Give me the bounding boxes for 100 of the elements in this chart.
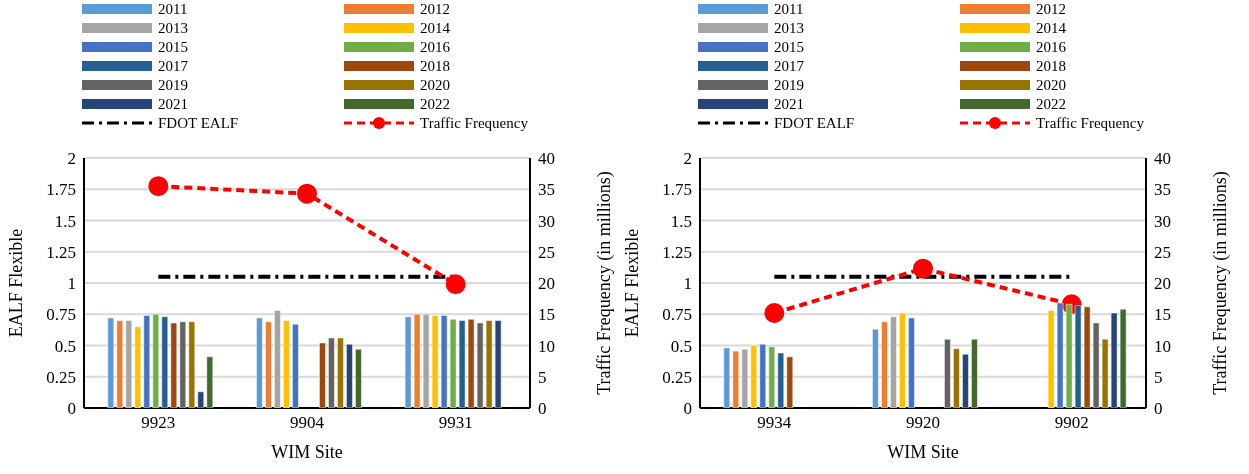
bar	[786, 356, 794, 408]
point	[148, 176, 169, 197]
bar	[971, 339, 978, 408]
y2-tick-label: 10	[1154, 336, 1171, 356]
y-tick-label: 2	[67, 149, 76, 169]
bar	[962, 354, 969, 408]
bar	[732, 350, 740, 408]
y-tick-label: 0.75	[46, 305, 76, 325]
y2-tick-label: 40	[538, 149, 555, 169]
legend-label: 2013	[158, 19, 188, 37]
y2-tick-label: 30	[538, 211, 555, 231]
y-tick-label: 1.25	[46, 242, 76, 262]
bar	[125, 320, 133, 408]
y-tick-label: 0.25	[46, 367, 76, 387]
bar	[107, 317, 115, 408]
y2-tick-label: 35	[1154, 180, 1171, 200]
legend-label: 2021	[158, 95, 188, 113]
y2-axis-title: Traffic Frequency (in millions)	[594, 171, 616, 395]
y-tick-label: 1.25	[662, 242, 692, 262]
bar	[741, 349, 749, 408]
y-axis-title: EALF Flexible	[6, 228, 27, 338]
legend-label: 2012	[1036, 0, 1066, 18]
bar	[283, 320, 290, 408]
legend-label: 2016	[420, 38, 450, 56]
y-tick-label: 0.5	[54, 336, 76, 356]
bar	[346, 344, 353, 408]
legend-label: 2014	[420, 19, 450, 37]
x-tick-label: 9904	[290, 413, 325, 433]
x-tick-label: 9923	[141, 413, 176, 433]
bar	[134, 326, 142, 408]
y-tick-label: 1.5	[670, 211, 692, 231]
legend-label: 2016	[1036, 38, 1066, 56]
bar	[777, 352, 785, 408]
bar	[750, 345, 758, 408]
y-tick-label: 1	[67, 274, 76, 294]
legend-label: 2019	[774, 76, 804, 94]
legend-label: 2013	[774, 19, 804, 37]
bar	[179, 321, 187, 408]
bar	[890, 316, 897, 408]
bar	[292, 324, 299, 408]
y2-tick-label: 35	[538, 180, 555, 200]
bar	[768, 346, 776, 408]
bar	[161, 316, 169, 408]
y-tick-label: 1	[683, 274, 692, 294]
bar	[944, 339, 951, 408]
point	[445, 274, 466, 295]
legend-label: 2020	[1036, 76, 1066, 94]
y2-axis-title: Traffic Frequency (in millions)	[1210, 171, 1232, 395]
y-tick-label: 0	[683, 399, 692, 419]
legend-label: 2012	[420, 0, 450, 18]
legend-label: 2017	[774, 57, 804, 75]
y-tick-label: 0.75	[662, 305, 692, 325]
x-axis-title: WIM Site	[887, 442, 959, 462]
y2-tick-label: 5	[1154, 367, 1163, 387]
bar	[908, 317, 915, 408]
bar	[723, 347, 731, 408]
bar	[152, 314, 160, 408]
legend-label: FDOT EALF	[158, 114, 239, 132]
x-tick-label: 9902	[1054, 413, 1089, 433]
bar	[953, 348, 960, 408]
legend-label: 2014	[1036, 19, 1066, 37]
bar	[337, 337, 344, 408]
bar	[170, 322, 178, 408]
legend-label: 2022	[420, 95, 450, 113]
bar	[265, 321, 272, 408]
bar	[872, 329, 879, 408]
point	[297, 183, 317, 204]
y2-tick-label: 0	[538, 399, 547, 419]
y-tick-label: 0	[67, 399, 76, 419]
legend-label: FDOT EALF	[774, 114, 855, 132]
x-tick-label: 9931	[438, 413, 473, 433]
bar	[881, 321, 888, 408]
legend-label: 2011	[158, 0, 188, 18]
bar	[116, 320, 124, 408]
y2-tick-label: 15	[538, 305, 555, 325]
point	[913, 258, 933, 279]
y-tick-label: 2	[683, 149, 692, 169]
bar	[274, 310, 281, 408]
bar	[759, 344, 767, 408]
y2-tick-label: 5	[538, 367, 547, 387]
x-axis-title: WIM Site	[271, 442, 343, 462]
y2-tick-label: 30	[1154, 211, 1171, 231]
legend-label: 2015	[158, 38, 188, 56]
bar	[319, 342, 326, 408]
y-tick-label: 1.75	[662, 180, 692, 200]
legend-label: 2015	[774, 38, 804, 56]
point	[764, 303, 785, 323]
y2-tick-label: 25	[1154, 242, 1171, 262]
bar	[328, 337, 335, 408]
x-tick-label: 9934	[757, 413, 792, 433]
legend-label: 2018	[1036, 57, 1066, 75]
y-axis-title: EALF Flexible	[622, 228, 643, 338]
bar	[188, 321, 196, 408]
y-tick-label: 1.75	[46, 180, 76, 200]
legend-label: Traffic Frequency	[1036, 114, 1144, 132]
legend-label: 2019	[158, 76, 188, 94]
legend-label: 2021	[774, 95, 804, 113]
bar	[143, 315, 151, 408]
x-tick-label: 9920	[906, 413, 940, 433]
y-tick-label: 0.5	[670, 336, 692, 356]
